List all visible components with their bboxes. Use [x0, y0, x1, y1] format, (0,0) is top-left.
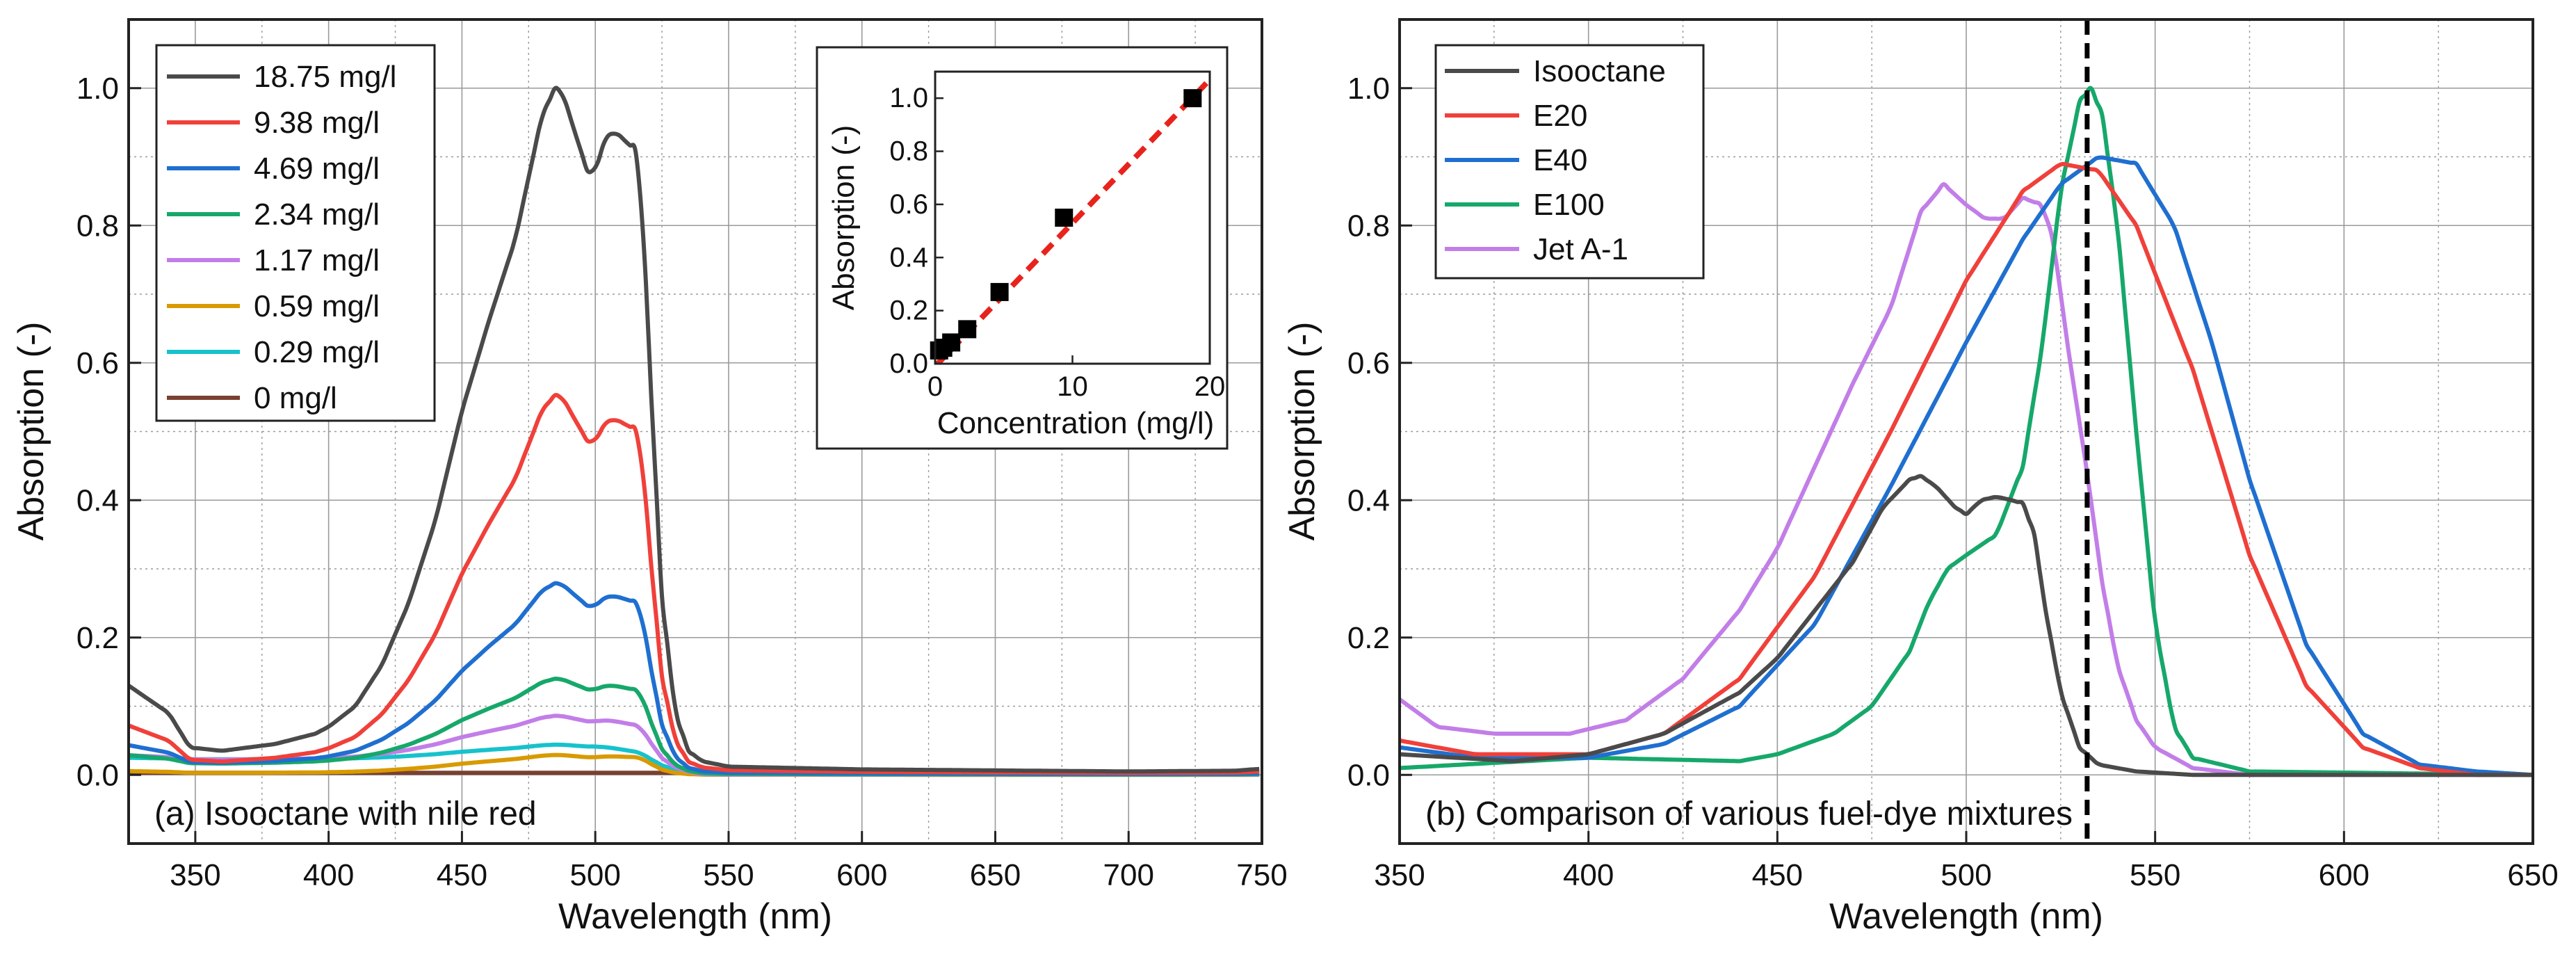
inset-y-tick-label: 0.8 — [889, 136, 928, 167]
inset-y-axis-title: Absorption (-) — [827, 125, 861, 311]
panel-a-x-tick-label: 650 — [970, 858, 1021, 892]
panel-b-legend: Isooctane E20 E40 E100 Jet A-1 — [1434, 44, 1705, 280]
panel-a-y-tick-label: 0.8 — [76, 209, 119, 243]
panel-a-x-tick-label: 500 — [569, 858, 620, 892]
panel-a-y-tick-label: 1.0 — [76, 72, 119, 106]
panel-b-legend-label-e20: E20 — [1533, 99, 1587, 133]
panel-a-legend-box — [155, 44, 436, 422]
inset-data-point — [1055, 209, 1074, 227]
panel-a-x-tick-label: 450 — [437, 858, 487, 892]
panel-a-y-tick-label: 0.4 — [76, 483, 119, 517]
panel-b-x-tick-label: 500 — [1941, 858, 1991, 892]
inset-x-tick-label: 10 — [1057, 371, 1088, 402]
inset-data-point — [942, 333, 961, 352]
panel-a-x-tick-label: 350 — [170, 858, 220, 892]
panel-b-y-tick-label: 0.6 — [1347, 346, 1390, 380]
panel-b-series-lines — [1400, 86, 2533, 777]
panel-a-x-tick-label: 750 — [1236, 858, 1287, 892]
panel-a-series-lines — [129, 86, 1260, 777]
panel-b-series-line-e40 — [1400, 155, 2533, 777]
panel-a-legend-label-0-59-mg-l: 0.59 mg/l — [254, 289, 380, 323]
inset-data-points — [930, 89, 1202, 360]
panel-a-x-tick-label: 400 — [303, 858, 354, 892]
panel-b-x-tick-label: 450 — [1752, 858, 1803, 892]
panel-a-series-line-18-75-mg-l — [129, 86, 1260, 774]
panel-b-x-tick-label: 350 — [1374, 858, 1425, 892]
inset-x-tick-label: 20 — [1194, 371, 1226, 402]
panel-a-chart: 350 400 450 500 550 600 650 700 7500.00.20.40.60… — [11, 18, 1288, 937]
inset-x-axis-title: Concentration (mg/l) — [937, 406, 1215, 440]
inset-y-tick-label: 1.0 — [889, 83, 928, 113]
panel-a-legend-label-18-75-mg-l: 18.75 mg/l — [254, 60, 396, 94]
panel-b-ticks: 350 400 450 500 550 600 650 0.0 0.2 0.4 0.6 0.8 1.0 — [1347, 72, 2559, 892]
panel-a-x-axis-title: Wavelength (nm) — [558, 896, 832, 937]
inset-y-tick-label: 0.6 — [889, 189, 928, 220]
panel-a-x-tick-label: 550 — [703, 858, 754, 892]
inset-y-tick-label: 0.0 — [889, 348, 928, 379]
panel-a-y-tick-label: 0.0 — [76, 758, 119, 792]
panel-a-inset-chart: 0 10 20 0.0 0.2 0.4 0.6 0.8 1.0 Concentration (m… — [816, 46, 1229, 450]
panel-a-legend-label-2-34-mg-l: 2.34 mg/l — [254, 198, 380, 232]
inset-y-tick-label: 0.2 — [889, 296, 928, 326]
panel-b-series-line-isooctane — [1400, 474, 2533, 777]
panel-b-legend-label-jet-a-1: Jet A-1 — [1533, 232, 1628, 266]
panel-a-y-tick-label: 0.2 — [76, 621, 119, 655]
panel-b-x-axis-title: Wavelength (nm) — [1829, 896, 2103, 937]
panel-b-x-tick-label: 550 — [2130, 858, 2180, 892]
panel-a-legend-label-4-69-mg-l: 4.69 mg/l — [254, 152, 380, 186]
inset-outer-box — [816, 46, 1229, 450]
panel-b-y-tick-label: 0.2 — [1347, 621, 1390, 655]
inset-data-point — [958, 320, 977, 339]
panel-b-chart: 350 400 450 500 550 600 6500.00.20.40.60.81.0 … — [1282, 18, 2559, 937]
panel-a-legend-label-0-29-mg-l: 0.29 mg/l — [254, 335, 380, 369]
panel-a-x-tick-label: 700 — [1103, 858, 1154, 892]
panel-a-annotation: (a) Isooctane with nile red — [154, 796, 537, 832]
panel-b-legend-label-isooctane: Isooctane — [1533, 54, 1666, 88]
panel-a-legend-label-9-38-mg-l: 9.38 mg/l — [254, 106, 380, 140]
panel-a-series-line-4-69-mg-l — [129, 581, 1260, 776]
panel-a-y-axis-title: Absorption (-) — [11, 322, 51, 541]
panel-a-x-tick-label: 600 — [836, 858, 887, 892]
inset-ticks: 0 10 20 0.0 0.2 0.4 0.6 0.8 1.0 — [889, 83, 1225, 402]
panel-a-legend: 18.75 mg/l 9.38 mg/l 4.69 mg/l 2.34 mg/l 1.1… — [155, 44, 436, 422]
panel-a-frame — [127, 18, 1263, 845]
panel-b-y-tick-label: 0.8 — [1347, 209, 1390, 243]
panel-b-annotation: (b) Comparison of various fuel-dye mixtu… — [1425, 796, 2073, 832]
panel-b-y-tick-label: 0.4 — [1347, 483, 1390, 517]
panel-a-series-line-9-38-mg-l — [129, 393, 1260, 775]
inset-y-tick-label: 0.4 — [889, 242, 928, 273]
panel-b-y-tick-label: 0.0 — [1347, 758, 1390, 792]
panel-b-y-tick-label: 1.0 — [1347, 72, 1390, 106]
panel-b-y-axis-title: Absorption (-) — [1282, 322, 1322, 541]
inset-data-point — [1183, 89, 1202, 108]
panel-b-legend-label-e40: E40 — [1533, 143, 1587, 177]
panel-a-y-tick-label: 0.6 — [76, 346, 119, 380]
panel-b-x-tick-label: 400 — [1563, 858, 1614, 892]
panel-a-legend-label-0-mg-l: 0 mg/l — [254, 381, 337, 415]
panel-b-legend-label-e100: E100 — [1533, 188, 1605, 222]
panel-b-x-tick-label: 600 — [2319, 858, 2370, 892]
panel-a-legend-label-1-17-mg-l: 1.17 mg/l — [254, 243, 380, 277]
panel-a-ticks: 350 400 450 500 550 600 650 700 7500.00.20.40.60… — [76, 72, 1288, 892]
inset-data-point — [990, 282, 1009, 301]
panel-b-x-tick-label: 650 — [2507, 858, 2558, 892]
inset-x-tick-label: 0 — [927, 371, 943, 402]
